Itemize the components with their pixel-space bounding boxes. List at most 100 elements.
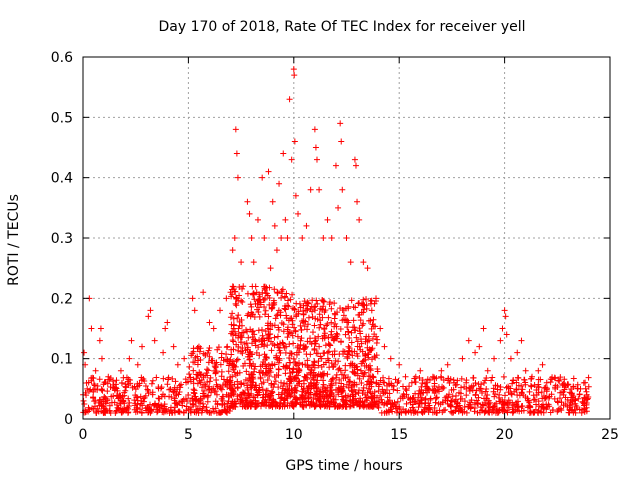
data-point xyxy=(318,388,325,395)
data-point xyxy=(335,402,342,409)
data-point xyxy=(246,210,253,217)
data-point xyxy=(457,396,464,403)
data-point xyxy=(328,235,335,241)
data-point xyxy=(293,313,300,320)
data-point xyxy=(538,403,545,410)
data-point xyxy=(244,290,251,297)
data-point xyxy=(287,350,294,357)
data-point xyxy=(348,297,355,304)
data-point xyxy=(286,355,293,362)
data-point xyxy=(431,380,438,387)
data-point xyxy=(368,307,375,314)
data-point xyxy=(194,361,201,368)
data-point xyxy=(262,391,269,398)
data-point xyxy=(225,368,232,375)
data-point xyxy=(480,380,487,387)
data-point xyxy=(490,388,497,395)
data-point xyxy=(426,377,433,384)
data-point xyxy=(186,374,193,381)
data-point xyxy=(300,319,307,326)
data-point xyxy=(363,333,370,340)
data-point xyxy=(140,398,147,405)
data-point xyxy=(295,308,302,315)
data-point xyxy=(311,126,318,133)
data-point xyxy=(356,325,363,332)
data-point xyxy=(349,391,356,398)
data-point xyxy=(171,387,178,394)
data-point xyxy=(412,409,419,416)
data-point xyxy=(351,156,358,163)
data-point xyxy=(310,361,317,368)
data-point xyxy=(280,150,287,157)
data-point xyxy=(505,397,512,404)
data-point xyxy=(377,392,384,399)
data-point xyxy=(500,373,507,380)
data-point xyxy=(560,380,567,387)
data-point xyxy=(100,409,107,416)
data-point xyxy=(197,379,204,386)
data-point xyxy=(471,399,478,406)
data-point xyxy=(339,186,346,193)
data-point xyxy=(244,346,251,353)
data-point xyxy=(337,120,344,127)
data-point xyxy=(381,343,388,350)
data-point xyxy=(308,398,315,405)
data-point xyxy=(90,388,97,395)
data-point xyxy=(232,403,239,410)
data-point xyxy=(266,397,273,404)
data-point xyxy=(332,311,339,318)
data-point xyxy=(284,324,291,331)
data-point xyxy=(175,408,182,415)
data-point xyxy=(275,366,282,373)
data-point xyxy=(211,408,218,415)
data-point xyxy=(214,346,221,353)
data-point xyxy=(275,344,282,351)
data-point xyxy=(510,377,517,384)
data-point xyxy=(189,295,196,302)
data-point xyxy=(546,393,553,400)
data-point xyxy=(273,312,280,319)
data-point xyxy=(340,307,347,314)
data-point xyxy=(308,340,315,347)
data-point xyxy=(362,336,369,343)
data-point xyxy=(94,405,101,412)
data-point xyxy=(223,344,230,351)
data-point xyxy=(231,381,238,388)
data-point xyxy=(333,371,340,378)
data-point xyxy=(252,301,259,308)
data-point xyxy=(418,383,425,390)
data-point xyxy=(280,328,287,335)
data-point xyxy=(322,387,329,394)
data-point xyxy=(267,265,274,272)
data-point xyxy=(328,390,335,397)
data-point xyxy=(535,367,542,374)
data-point xyxy=(234,384,241,391)
x-tick-label: 25 xyxy=(601,427,619,443)
data-point xyxy=(257,403,264,410)
data-point xyxy=(223,295,230,302)
data-point xyxy=(346,334,353,341)
data-point xyxy=(292,327,299,334)
data-point xyxy=(359,358,366,365)
data-point xyxy=(284,334,291,341)
data-point xyxy=(491,355,498,362)
data-point xyxy=(463,392,470,399)
data-point xyxy=(200,400,207,407)
data-point xyxy=(576,391,583,398)
data-point xyxy=(272,315,279,322)
data-point xyxy=(548,376,555,383)
data-point xyxy=(346,345,353,352)
data-point xyxy=(360,373,367,380)
data-point xyxy=(145,408,152,415)
data-point xyxy=(185,391,192,398)
data-point xyxy=(363,394,370,401)
data-point xyxy=(298,335,305,342)
data-point xyxy=(474,400,481,407)
data-point xyxy=(552,385,559,392)
data-point xyxy=(342,316,349,323)
data-point xyxy=(293,368,300,375)
data-point xyxy=(392,376,399,383)
data-point xyxy=(543,386,550,393)
data-point xyxy=(268,347,275,354)
data-point xyxy=(327,299,334,306)
